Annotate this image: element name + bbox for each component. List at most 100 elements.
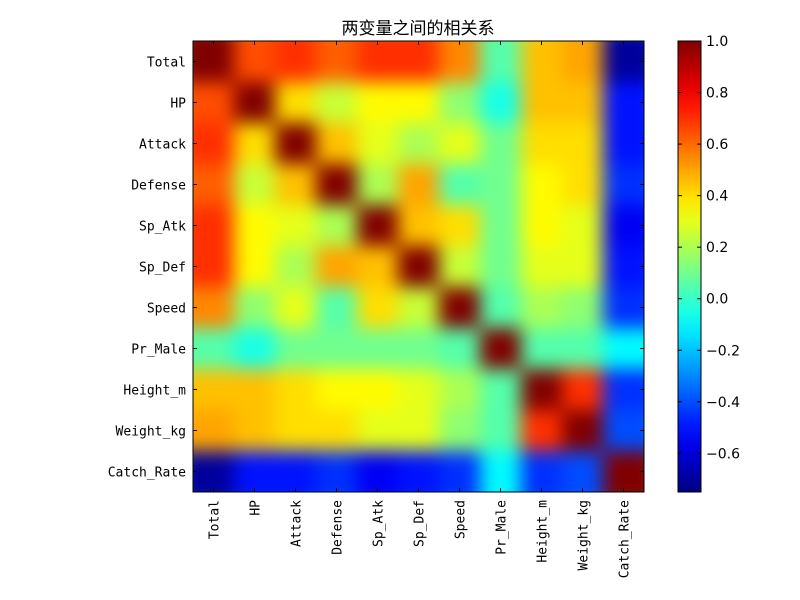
- heatmap-cell-Total-HP: [234, 41, 276, 83]
- heatmap-cell-Sp_Def-Sp_Def: [398, 246, 440, 288]
- heatmap-cell-Sp_Def-Pr_Male: [480, 246, 522, 288]
- heatmap-cell-Height_m-HP: [234, 369, 276, 411]
- heatmap-cell-Weight_kg-Attack: [275, 410, 317, 452]
- heatmap-cell-Defense-Pr_Male: [480, 164, 522, 206]
- heatmap-cell-Height_m-Speed: [439, 369, 481, 411]
- x-tick-label: Defense: [331, 500, 346, 555]
- heatmap-cell-Speed-Attack: [275, 287, 317, 329]
- heatmap-cell-Total-Pr_Male: [480, 41, 522, 83]
- y-tick-label: Sp_Atk: [139, 220, 186, 235]
- heatmap-cell-Height_m-Attack: [275, 369, 317, 411]
- heatmap-cell-Total-Attack: [275, 41, 317, 83]
- heatmap-cell-Total-Sp_Atk: [357, 41, 399, 83]
- heatmap-cell-Sp_Def-Attack: [275, 246, 317, 288]
- heatmap-cell-Catch_Rate-Defense: [316, 451, 358, 492]
- heatmap-cell-Pr_Male-Pr_Male: [480, 328, 522, 370]
- heatmap-cell-Defense-Sp_Def: [398, 164, 440, 206]
- heatmap-cell-Weight_kg-Speed: [439, 410, 481, 452]
- heatmap-cell-Sp_Def-Sp_Atk: [357, 246, 399, 288]
- heatmap-cell-Speed-Defense: [316, 287, 358, 329]
- colorbar-tick-label: −0.6: [706, 446, 740, 462]
- x-tick-label: Pr_Male: [495, 500, 510, 555]
- heatmap-cell-Weight_kg-Height_m: [521, 410, 563, 452]
- x-tick-label: Sp_Def: [413, 500, 428, 547]
- heatmap-cell-Catch_Rate-Sp_Def: [398, 451, 440, 492]
- heatmap-cell-Attack-Sp_Def: [398, 123, 440, 165]
- y-tick-label: Attack: [139, 138, 186, 153]
- heatmap-cell-Defense-Catch_Rate: [603, 164, 644, 206]
- heatmap-cell-Total-Total: [193, 41, 235, 83]
- x-tick-label: Attack: [290, 500, 305, 547]
- heatmap-cell-Weight_kg-Total: [193, 410, 235, 452]
- heatmap-cell-Sp_Atk-Total: [193, 205, 235, 247]
- heatmap-cell-Sp_Atk-HP: [234, 205, 276, 247]
- heatmap-cell-HP-Speed: [439, 82, 481, 124]
- colorbar: 1.0 0.8 0.6 0.4 0.2 0.0 −0.2 −0.4 −0.6: [677, 34, 740, 493]
- y-tick-label: Height_m: [123, 384, 186, 399]
- y-tick-label: Catch_Rate: [108, 466, 186, 481]
- heatmap-cell-Attack-Sp_Atk: [357, 123, 399, 165]
- heatmap-cells: [193, 41, 644, 492]
- colorbar-gradient: [678, 41, 701, 492]
- heatmap-cell-Height_m-Defense: [316, 369, 358, 411]
- heatmap-cell-Defense-HP: [234, 164, 276, 206]
- colorbar-tick-label: 0.8: [706, 86, 728, 102]
- heatmap-cell-Sp_Atk-Weight_kg: [562, 205, 604, 247]
- heatmap-cell-Total-Speed: [439, 41, 481, 83]
- heatmap-cell-Defense-Total: [193, 164, 235, 206]
- heatmap-cell-HP-Catch_Rate: [603, 82, 644, 124]
- heatmap-cell-Catch_Rate-Attack: [275, 451, 317, 492]
- chart-title: 两变量之间的相关系: [342, 19, 495, 39]
- heatmap-cell-Height_m-Weight_kg: [562, 369, 604, 411]
- heatmap-cell-Pr_Male-Sp_Atk: [357, 328, 399, 370]
- heatmap-cell-Height_m-Catch_Rate: [603, 369, 644, 411]
- heatmap-cell-Attack-Catch_Rate: [603, 123, 644, 165]
- heatmap-cell-HP-HP: [234, 82, 276, 124]
- heatmap-cell-Speed-Total: [193, 287, 235, 329]
- heatmap-cell-Catch_Rate-Weight_kg: [562, 451, 604, 492]
- heatmap-cell-Height_m-Sp_Atk: [357, 369, 399, 411]
- heatmap-cell-Attack-Total: [193, 123, 235, 165]
- y-tick-label: HP: [170, 97, 186, 112]
- y-tick-label: Defense: [131, 179, 186, 194]
- heatmap-cell-Speed-Sp_Atk: [357, 287, 399, 329]
- heatmap-cell-Sp_Atk-Pr_Male: [480, 205, 522, 247]
- heatmap-cell-Attack-Defense: [316, 123, 358, 165]
- heatmap-cell-Catch_Rate-Total: [193, 451, 235, 492]
- heatmap-cell-Sp_Atk-Sp_Atk: [357, 205, 399, 247]
- heatmap-cell-Weight_kg-Sp_Def: [398, 410, 440, 452]
- heatmap-cell-Defense-Speed: [439, 164, 481, 206]
- colorbar-tick-label: 0.6: [706, 137, 728, 153]
- heatmap-cell-Speed-Pr_Male: [480, 287, 522, 329]
- colorbar-tick-label: −0.4: [706, 395, 740, 411]
- heatmap-cell-Sp_Atk-Speed: [439, 205, 481, 247]
- heatmap-cell-Speed-Catch_Rate: [603, 287, 644, 329]
- heatmap-cell-Attack-Weight_kg: [562, 123, 604, 165]
- heatmap-cell-Sp_Def-Height_m: [521, 246, 563, 288]
- x-tick-label: Weight_kg: [577, 500, 592, 570]
- heatmap-cell-Pr_Male-Speed: [439, 328, 481, 370]
- heatmap-cell-Attack-HP: [234, 123, 276, 165]
- y-tick-label: Total: [147, 56, 186, 71]
- heatmap-cell-Defense-Defense: [316, 164, 358, 206]
- y-axis-ticks: Total HP Attack Defense Sp_Atk Sp_Def Speed Pr_…: [108, 56, 644, 481]
- heatmap-cell-HP-Height_m: [521, 82, 563, 124]
- heatmap-cell-Sp_Def-Weight_kg: [562, 246, 604, 288]
- heatmap-cell-Sp_Atk-Catch_Rate: [603, 205, 644, 247]
- heatmap-cell-Pr_Male-Total: [193, 328, 235, 370]
- heatmap-cell-HP-Sp_Atk: [357, 82, 399, 124]
- heatmap-cell-Pr_Male-Attack: [275, 328, 317, 370]
- heatmap-cell-Attack-Height_m: [521, 123, 563, 165]
- heatmap-cell-Defense-Height_m: [521, 164, 563, 206]
- heatmap-cell-HP-Pr_Male: [480, 82, 522, 124]
- heatmap-cell-Weight_kg-Pr_Male: [480, 410, 522, 452]
- heatmap-cell-Weight_kg-Sp_Atk: [357, 410, 399, 452]
- heatmap-cell-Weight_kg-Catch_Rate: [603, 410, 644, 452]
- heatmap-cell-Sp_Atk-Sp_Def: [398, 205, 440, 247]
- heatmap-cell-Defense-Weight_kg: [562, 164, 604, 206]
- heatmap-cell-Sp_Def-Total: [193, 246, 235, 288]
- colorbar-ticks: 1.0 0.8 0.6 0.4 0.2 0.0 −0.2 −0.4 −0.6: [678, 34, 740, 462]
- heatmap-cell-Attack-Attack: [275, 123, 317, 165]
- heatmap-cell-Attack-Pr_Male: [480, 123, 522, 165]
